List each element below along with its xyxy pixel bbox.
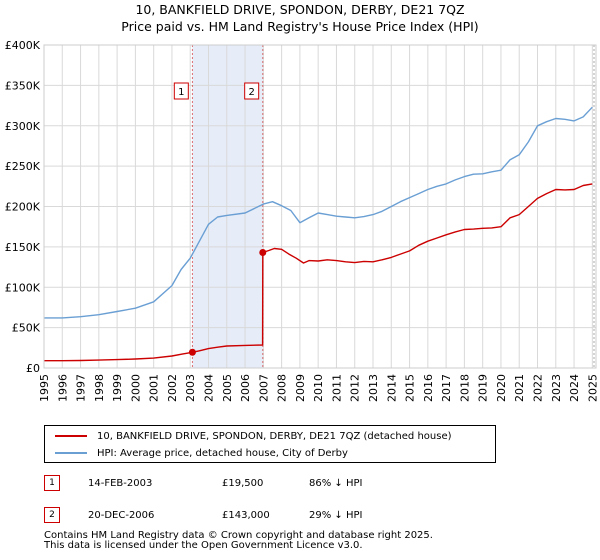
sale-marker-box xyxy=(173,82,189,100)
sale-point xyxy=(188,348,196,356)
y-tick-label: £200K xyxy=(5,201,41,214)
table-row: 2 20-DEC-2006 £143,000 29% ↓ HPI xyxy=(44,506,464,524)
x-tick-label: 2003 xyxy=(184,374,197,402)
sale-price: £143,000 xyxy=(222,509,270,521)
legend-item-hpi: HPI: Average price, detached house, City… xyxy=(55,445,348,461)
x-tick-label: 1997 xyxy=(75,374,88,402)
chart-subtitle: Price paid vs. HM Land Registry's House … xyxy=(121,19,478,34)
x-tick-label: 2015 xyxy=(404,374,417,402)
x-tick-label: 2000 xyxy=(129,374,142,402)
x-tick-label: 2012 xyxy=(349,374,362,402)
sale-marker-box xyxy=(244,82,260,100)
table-row: 1 14-FEB-2003 £19,500 86% ↓ HPI xyxy=(44,474,464,492)
legend-swatch-hpi xyxy=(55,452,87,454)
x-tick-label: 1995 xyxy=(38,374,51,402)
x-tick-label: 2005 xyxy=(221,374,234,402)
y-tick-label: £50K xyxy=(12,322,41,335)
hpi-series-line xyxy=(44,106,593,319)
x-tick-label: 2006 xyxy=(239,374,252,402)
y-tick-label: £100K xyxy=(5,281,41,294)
x-tick-label: 2009 xyxy=(294,374,307,402)
x-tick-label: 2007 xyxy=(257,374,270,402)
legend-swatch-property xyxy=(55,435,87,437)
sale-point xyxy=(259,249,267,257)
plot-area: £0 £50K £100K £150K £200K £250K £300K £350K £400… xyxy=(5,39,600,402)
x-tick-label: 1998 xyxy=(93,374,106,402)
sale-hpi-diff: 86% ↓ HPI xyxy=(309,477,363,489)
sale-marker-label: 1 xyxy=(178,87,184,98)
y-tick-label: £300K xyxy=(5,120,41,133)
legend-label-property: 10, BANKFIELD DRIVE, SPONDON, DERBY, DE2… xyxy=(97,430,452,442)
x-tick-label: 2013 xyxy=(367,374,380,402)
x-tick-label: 2020 xyxy=(495,374,508,402)
x-tick-label: 2011 xyxy=(330,374,343,402)
x-tick-label: 2024 xyxy=(568,374,581,402)
plot-frame xyxy=(43,44,597,369)
legend: 10, BANKFIELD DRIVE, SPONDON, DERBY, DE2… xyxy=(44,425,496,463)
legend-item-property: 10, BANKFIELD DRIVE, SPONDON, DERBY, DE2… xyxy=(55,428,452,444)
x-tick-label: 2010 xyxy=(312,374,325,402)
footer-line-1: Contains HM Land Registry data © Crown c… xyxy=(44,530,433,541)
y-tick-label: £400K xyxy=(5,39,41,52)
x-tick-label: 2022 xyxy=(532,374,545,402)
y-tick-label: £250K xyxy=(5,160,41,173)
x-tick-label: 2017 xyxy=(440,374,453,402)
sale-date: 14-FEB-2003 xyxy=(88,477,153,489)
y-tick-label: £350K xyxy=(5,79,41,92)
sale-date: 20-DEC-2006 xyxy=(88,509,155,521)
x-tick-label: 2016 xyxy=(422,374,435,402)
x-tick-label: 2021 xyxy=(513,374,526,402)
x-tick-label: 2019 xyxy=(477,374,490,402)
x-tick-label: 2018 xyxy=(458,374,471,402)
sale-marker-label: 2 xyxy=(248,87,254,98)
sale-marker-badge: 1 xyxy=(44,475,60,491)
x-tick-label: 2025 xyxy=(586,374,599,402)
sale-hpi-diff: 29% ↓ HPI xyxy=(309,509,363,521)
x-tick-label: 1996 xyxy=(56,374,69,402)
x-tick-label: 1999 xyxy=(111,374,124,402)
y-tick-label: £0 xyxy=(26,362,40,375)
sale-marker-badge: 2 xyxy=(44,507,60,523)
x-tick-label: 2002 xyxy=(166,374,179,402)
legend-label-hpi: HPI: Average price, detached house, City… xyxy=(97,447,348,459)
x-tick-label: 2004 xyxy=(203,374,216,402)
attribution-footer: Contains HM Land Registry data © Crown c… xyxy=(44,531,433,551)
footer-line-2: This data is licensed under the Open Gov… xyxy=(44,540,363,551)
x-tick-label: 2023 xyxy=(550,374,563,402)
x-tick-label: 2001 xyxy=(148,374,161,402)
price-chart: 10, BANKFIELD DRIVE, SPONDON, DERBY, DE2… xyxy=(5,2,600,402)
chart-title: 10, BANKFIELD DRIVE, SPONDON, DERBY, DE2… xyxy=(135,2,464,17)
y-tick-label: £150K xyxy=(5,241,41,254)
sale-price: £19,500 xyxy=(222,477,264,489)
x-tick-label: 2008 xyxy=(276,374,289,402)
x-tick-label: 2014 xyxy=(385,374,398,402)
